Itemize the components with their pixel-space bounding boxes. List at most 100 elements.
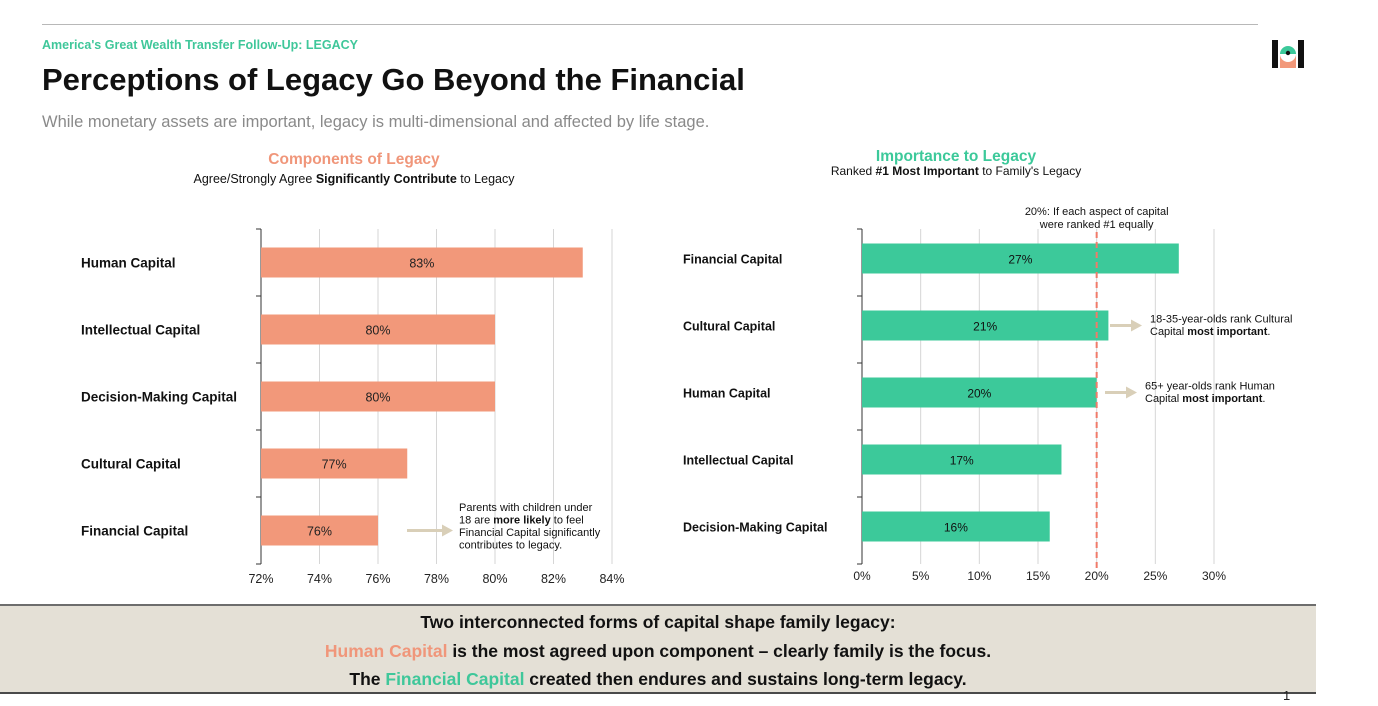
right-annotation-line: 65+ year-olds rank Human [1145, 381, 1275, 393]
left-x-tick-label: 72% [248, 572, 273, 586]
left-category-label: Human Capital [81, 256, 176, 271]
right-annotation-arrow-head [1126, 386, 1137, 399]
right-chart-subtitle: Ranked #1 Most Important to Family's Leg… [831, 164, 1081, 178]
right-x-tick-label: 20% [1085, 569, 1109, 583]
top-divider [42, 24, 1258, 25]
summary-banner: Two interconnected forms of capital shap… [0, 604, 1316, 694]
right-category-label: Human Capital [683, 387, 771, 401]
right-annotation-line: 18-35-year-olds rank Cultural [1150, 314, 1292, 326]
brand-logo-icon [1272, 40, 1304, 68]
page-subtitle: While monetary assets are important, leg… [42, 113, 710, 131]
right-bar-label: 16% [944, 521, 968, 535]
left-x-tick-label: 78% [424, 572, 449, 586]
right-annotation-line-part-0: Capital [1150, 326, 1187, 338]
right-bar [862, 243, 1179, 274]
right-chart-subtitle-part-1: #1 Most Important [876, 164, 979, 178]
right-category-label: Cultural Capital [683, 320, 775, 334]
left-chart-title: Components of Legacy [268, 151, 440, 168]
right-annotation-line-part-0: 18-35-year-olds rank Cultural [1150, 314, 1292, 326]
charts-canvas: Components of Legacy Agree/Strongly Agree… [81, 148, 1292, 586]
banner-line-3: The Financial Capital created then endur… [0, 669, 1316, 690]
right-x-tick-label: 5% [912, 569, 930, 583]
left-chart-subtitle-part-0: Agree/Strongly Agree [194, 172, 316, 186]
banner-line-3-rest: created then endures and sustains long-t… [524, 669, 967, 689]
banner-line-2-rest: is the most agreed upon component – clea… [447, 641, 992, 661]
right-annotation-line-part-2: . [1267, 326, 1270, 338]
left-bar [261, 314, 495, 345]
left-annotation-line-part-0: Financial Capital significantly [459, 527, 601, 539]
left-x-tick-label: 76% [365, 572, 390, 586]
right-annotation-line: Capital most important. [1145, 393, 1265, 405]
right-chart-subtitle-part-0: Ranked [831, 164, 876, 178]
banner-financial-capital: Financial Capital [385, 669, 525, 689]
right-annotation-line-part-1: most important [1187, 326, 1267, 338]
left-bar [261, 515, 378, 546]
left-x-tick-label: 80% [482, 572, 507, 586]
banner-line-2: Human Capital is the most agreed upon co… [0, 641, 1316, 662]
left-annotation-line: contributes to legacy. [459, 540, 562, 552]
left-annotation-line: Parents with children under [459, 502, 593, 514]
right-annotation-line-part-0: 65+ year-olds rank Human [1145, 381, 1275, 393]
left-bar-label: 77% [322, 458, 347, 472]
right-chart-title: Importance to Legacy [876, 148, 1037, 165]
right-annotation-line: Capital most important. [1150, 326, 1270, 338]
banner-line-1: Two interconnected forms of capital shap… [420, 612, 896, 632]
left-annotation-line-part-0: 18 are [459, 515, 493, 527]
left-bar-label: 80% [365, 391, 390, 405]
left-bar-label: 83% [409, 257, 434, 271]
right-bar [862, 377, 1097, 408]
right-x-tick-label: 25% [1143, 569, 1167, 583]
left-annotation-arrow-head [442, 524, 453, 537]
left-bar-label: 80% [365, 324, 390, 338]
right-annotation-arrow [1110, 319, 1142, 332]
left-x-tick-label: 82% [541, 572, 566, 586]
right-annotation-line-part-0: Capital [1145, 393, 1182, 405]
left-x-tick-label: 84% [599, 572, 624, 586]
right-bar-label: 21% [973, 320, 997, 334]
page-title: Perceptions of Legacy Go Beyond the Fina… [42, 62, 745, 97]
right-bar [862, 310, 1109, 341]
right-category-label: Intellectual Capital [683, 454, 793, 468]
right-x-tick-label: 30% [1202, 569, 1226, 583]
banner-human-capital: Human Capital [324, 641, 448, 661]
page-number: 1 [1283, 688, 1291, 703]
right-bar-label: 20% [967, 387, 991, 401]
right-x-tick-label: 10% [967, 569, 991, 583]
right-bar [862, 511, 1050, 542]
left-annotation-line-part-0: Parents with children under [459, 502, 593, 514]
right-category-label: Decision-Making Capital [683, 521, 827, 535]
reference-line-label: were ranked #1 equally [1039, 219, 1154, 231]
left-chart-subtitle: Agree/Strongly Agree Significantly Contr… [194, 172, 516, 186]
right-bar-label: 17% [950, 454, 974, 468]
right-bar [862, 444, 1062, 475]
left-annotation-line-part-2: to feel [551, 515, 584, 527]
right-annotation-line-part-1: most important [1182, 393, 1262, 405]
right-x-tick-label: 0% [853, 569, 871, 583]
left-bar [261, 247, 583, 278]
left-chart-subtitle-part-2: to Legacy [457, 172, 515, 186]
eyebrow-label: America's Great Wealth Transfer Follow-U… [42, 38, 359, 52]
right-chart-subtitle-part-2: to Family's Legacy [979, 164, 1081, 178]
left-bar-label: 76% [307, 525, 332, 539]
left-category-label: Financial Capital [81, 524, 188, 539]
left-bar [261, 381, 495, 412]
left-chart-subtitle-part-1: Significantly Contribute [316, 172, 457, 186]
right-annotation-line-part-2: . [1262, 393, 1265, 405]
reference-line-label: 20%: If each aspect of capital [1025, 206, 1169, 218]
banner-line-3-pre: The [349, 669, 386, 689]
left-bar [261, 448, 408, 479]
left-category-label: Cultural Capital [81, 457, 181, 472]
left-annotation-line: Financial Capital significantly [459, 527, 601, 539]
right-x-tick-label: 15% [1026, 569, 1050, 583]
left-annotation-line-part-0: contributes to legacy. [459, 540, 562, 552]
right-annotation-arrow-head [1131, 319, 1142, 332]
right-bar-label: 27% [1008, 253, 1032, 267]
left-category-label: Decision-Making Capital [81, 390, 237, 405]
left-annotation-line: 18 are more likely to feel [459, 515, 584, 527]
right-category-label: Financial Capital [683, 253, 782, 267]
left-category-label: Intellectual Capital [81, 323, 200, 338]
right-annotation-arrow [1105, 386, 1137, 399]
left-x-tick-label: 74% [307, 572, 332, 586]
left-annotation-line-part-1: more likely [493, 515, 551, 527]
left-annotation-arrow [407, 524, 453, 537]
